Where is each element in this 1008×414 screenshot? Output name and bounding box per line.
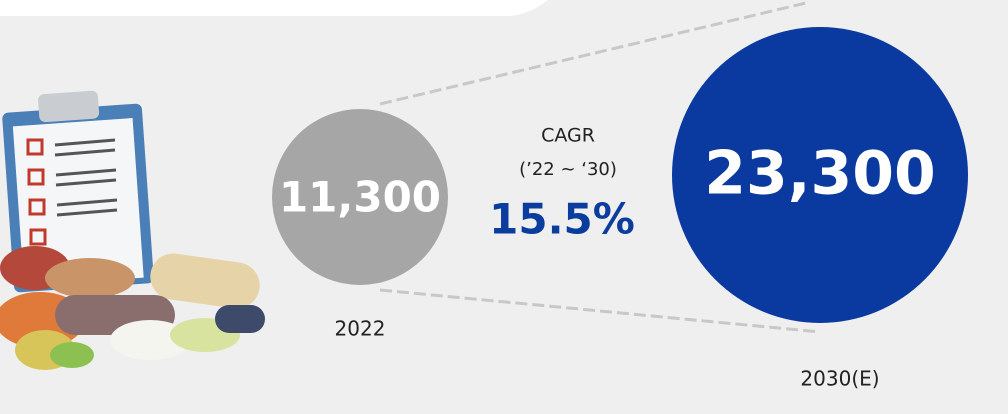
year-2022: 2022 [335,317,386,341]
connector [379,288,821,334]
illustration [0,90,265,370]
value-2022: 11,300 [279,173,441,222]
circle-2022 [272,109,448,285]
cagr-rate: 15.5% [489,195,635,244]
year-2030: 2030(E) [800,367,879,391]
connector [379,0,811,106]
circle-2030 [672,27,968,323]
value-2030: 23,300 [704,139,936,209]
cagr-title: CAGR [541,125,595,147]
cagr-period: (’22 ~ ‘30) [519,159,617,180]
top-tab [0,0,548,16]
